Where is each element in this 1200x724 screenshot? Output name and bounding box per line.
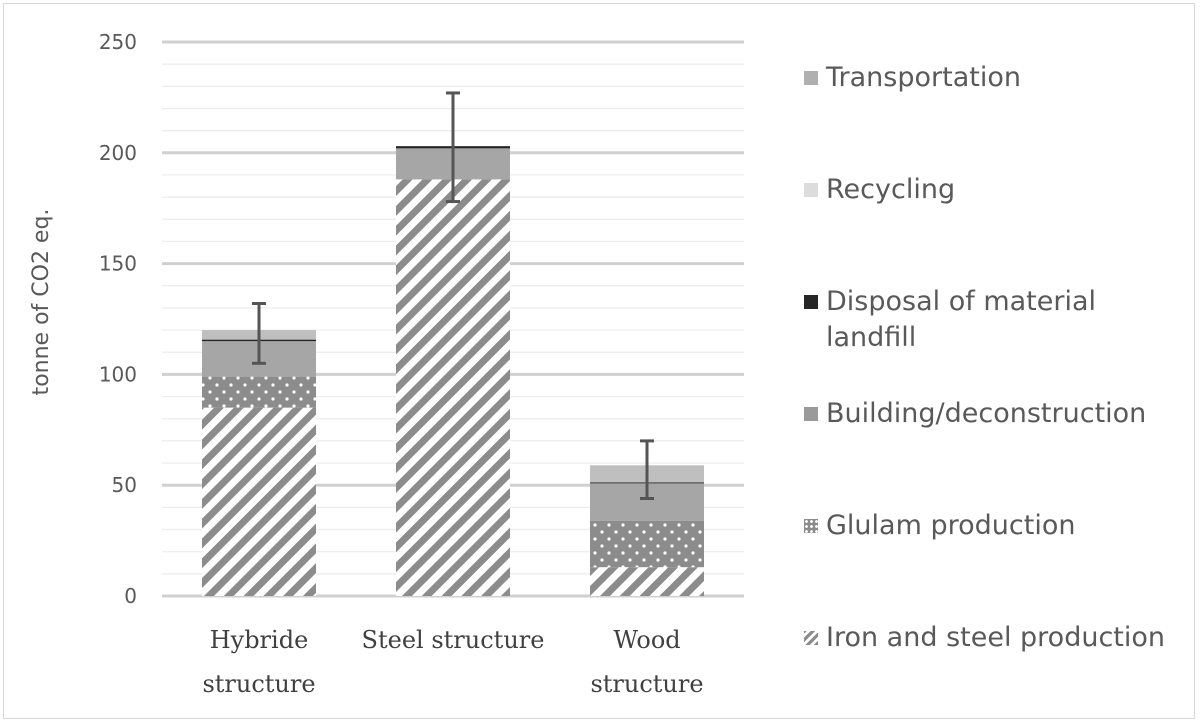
legend-swatch bbox=[804, 183, 818, 197]
legend-swatch bbox=[804, 407, 818, 421]
legend-label: Recycling bbox=[826, 174, 956, 205]
x-axis-ticks: Hybride structure Steel structure Wood struc… bbox=[202, 626, 703, 698]
legend-swatch bbox=[804, 295, 818, 309]
legend-swatch bbox=[804, 519, 818, 533]
y-tick-label: 100 bbox=[99, 362, 137, 386]
y-axis-ticks: 250 200 150 100 50 0 bbox=[99, 30, 137, 608]
bar-segment bbox=[590, 567, 704, 596]
legend-label: Transportation bbox=[826, 62, 1021, 93]
y-tick-label: 0 bbox=[124, 584, 137, 608]
y-tick-label: 50 bbox=[112, 473, 137, 497]
chart-canvas: 250 200 150 100 50 0 Hybride structure Steel st… bbox=[29, 30, 744, 698]
bar-segment bbox=[202, 376, 316, 408]
legend-item: Disposal of material landfill bbox=[804, 284, 1194, 356]
legend-label: Iron and steel production bbox=[826, 622, 1166, 653]
legend-label: Building/deconstruction bbox=[826, 398, 1147, 429]
chart-frame: 250 200 150 100 50 0 Hybride structure Steel st… bbox=[3, 3, 1195, 719]
y-tick-label: 200 bbox=[99, 141, 137, 165]
x-tick-label: structure bbox=[202, 670, 315, 698]
bar-segment bbox=[590, 520, 704, 568]
legend-item: Building/deconstruction bbox=[804, 396, 1194, 432]
y-tick-label: 250 bbox=[99, 30, 137, 54]
x-tick-label: Steel structure bbox=[362, 626, 545, 654]
x-tick-label: Wood bbox=[613, 626, 680, 654]
legend-swatch bbox=[804, 71, 818, 85]
x-tick-label: structure bbox=[590, 670, 703, 698]
y-tick-label: 150 bbox=[99, 252, 137, 276]
legend-label: Disposal of material landfill bbox=[826, 286, 1097, 353]
legend-item: Recycling bbox=[804, 172, 1194, 208]
bars bbox=[202, 146, 704, 596]
x-tick-label: Hybride bbox=[210, 626, 309, 654]
legend-item: Glulam production bbox=[804, 508, 1194, 544]
legend-swatch bbox=[804, 631, 818, 645]
legend-label: Glulam production bbox=[826, 510, 1076, 541]
legend-item: Iron and steel production bbox=[804, 620, 1194, 656]
error-bars bbox=[252, 91, 654, 500]
bar-segment bbox=[396, 179, 510, 596]
bar-segment bbox=[202, 407, 316, 596]
legend-item: Transportation bbox=[804, 60, 1194, 96]
y-axis-title: tonne of CO2 eq. bbox=[29, 209, 54, 396]
